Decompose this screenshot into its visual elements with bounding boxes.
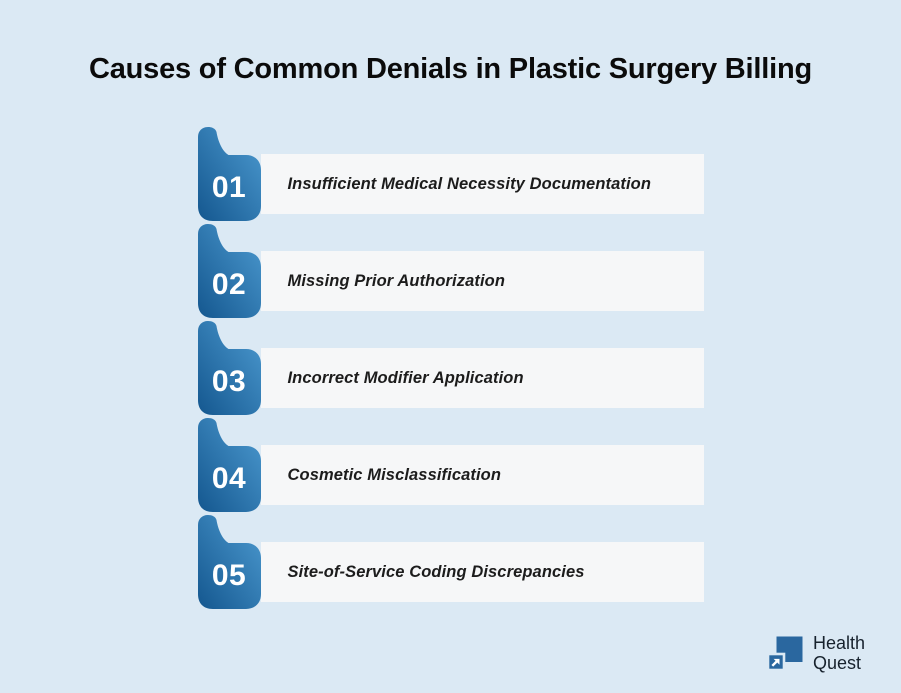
logo-wordmark: Health Quest [813,633,865,673]
page-title: Causes of Common Denials in Plastic Surg… [88,53,813,85]
item-bar: Cosmetic Misclassification [260,445,704,506]
list-item: 04 Cosmetic Misclassification [197,418,704,513]
logo-line1: Health [812,633,865,653]
number-badge: 03 [197,321,261,416]
item-bar: Insufficient Medical Necessity Documenta… [260,154,704,215]
badge-ribbon-icon [197,224,261,319]
badge-ribbon-icon [197,127,261,222]
item-number: 05 [211,559,247,593]
list-item: 05 Site-of-Service Coding Discrepancies [197,515,704,610]
badge-ribbon-icon [197,418,261,513]
denial-causes-list: 01 Insufficient Medical Necessity Docume… [197,127,704,610]
number-badge: 05 [197,515,261,610]
list-item: 01 Insufficient Medical Necessity Docume… [197,127,704,222]
item-number: 01 [211,171,247,205]
item-bar: Site-of-Service Coding Discrepancies [260,542,704,603]
item-number: 04 [211,462,247,496]
healthquest-logo: Health Quest [766,633,865,673]
arrow-up-right-icon [766,636,803,672]
item-label: Cosmetic Misclassification [287,465,502,484]
list-item: 02 Missing Prior Authorization [197,224,704,319]
number-badge: 04 [197,418,261,513]
item-label: Site-of-Service Coding Discrepancies [287,562,585,581]
badge-ribbon-icon [197,321,261,416]
item-label: Insufficient Medical Necessity Documenta… [287,174,652,193]
item-bar: Incorrect Modifier Application [260,348,704,409]
item-number: 02 [211,268,247,302]
logo-line2: Quest [812,653,861,673]
item-label: Incorrect Modifier Application [287,368,524,387]
item-bar: Missing Prior Authorization [260,251,704,312]
list-item: 03 Incorrect Modifier Application [197,321,704,416]
number-badge: 02 [197,224,261,319]
item-label: Missing Prior Authorization [287,271,506,290]
item-number: 03 [211,365,247,399]
number-badge: 01 [197,127,261,222]
badge-ribbon-icon [197,515,261,610]
